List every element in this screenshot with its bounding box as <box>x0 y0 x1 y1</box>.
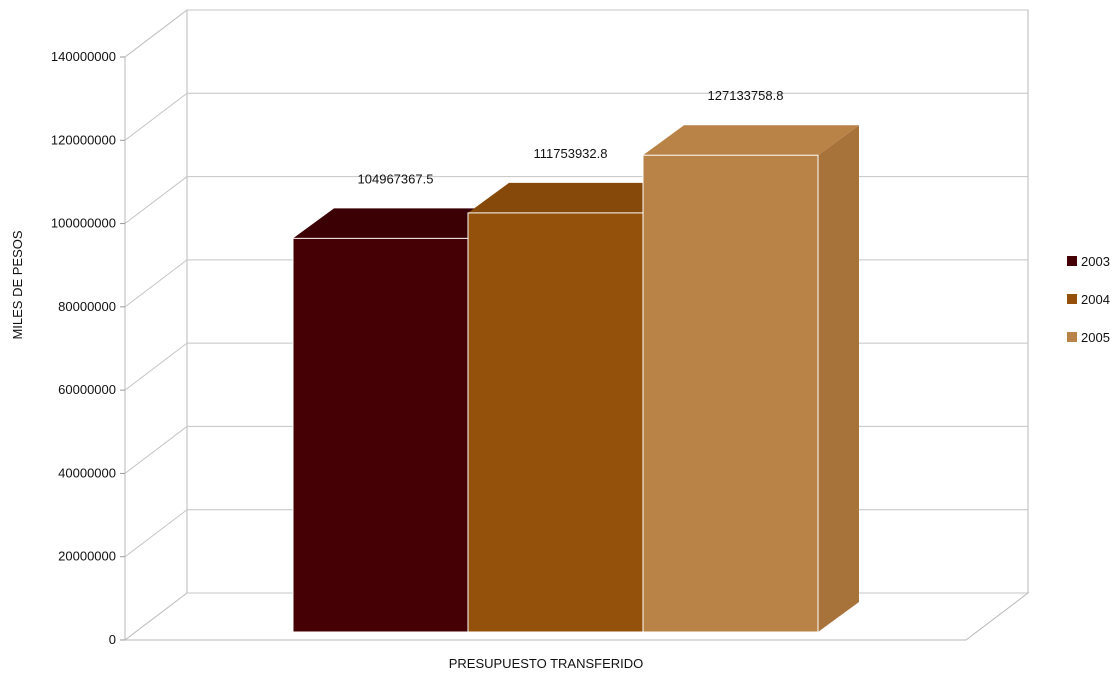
legend-label-2004: 2004 <box>1081 292 1110 307</box>
bar-front-2004 <box>467 212 644 633</box>
y-tick-label: 100000000 <box>51 216 116 231</box>
y-tick-label: 20000000 <box>58 549 116 564</box>
gridline-side <box>124 509 188 558</box>
data-label-2005: 127133758.8 <box>708 88 784 103</box>
y-axis-ticks: 0 20000000 40000000 60000000 80000000 1000000… <box>51 49 125 647</box>
gridline-side <box>124 9 188 58</box>
gridline-side <box>124 259 188 308</box>
data-labels: 104967367.5 111753932.8 127133758.8 <box>358 88 784 186</box>
y-tick-label: 0 <box>109 632 116 647</box>
data-label-2003: 104967367.5 <box>358 171 434 186</box>
data-label-2004: 111753932.8 <box>534 146 608 161</box>
bar-top-2005 <box>643 125 859 156</box>
y-tick-label: 140000000 <box>51 49 116 64</box>
gridline-side <box>124 176 188 224</box>
y-tick-label: 120000000 <box>51 132 116 147</box>
legend-swatch-2003 <box>1067 256 1077 266</box>
gridline-side <box>124 342 188 391</box>
bar-front-2003 <box>292 237 469 633</box>
bar-front-2005 <box>642 154 819 633</box>
legend: 2003 2004 2005 <box>1067 254 1110 345</box>
gridline-side <box>124 592 188 641</box>
x-axis-title: PRESUPUESTO TRANSFERIDO <box>449 656 644 671</box>
legend-swatch-2005 <box>1067 332 1077 342</box>
bar-top-2003 <box>293 208 509 239</box>
legend-label-2005: 2005 <box>1081 330 1110 345</box>
legend-label-2003: 2003 <box>1081 254 1110 269</box>
bar-top-2004 <box>468 182 684 213</box>
bars <box>292 125 859 633</box>
y-tick-label: 40000000 <box>58 465 116 480</box>
bar-side-2005 <box>818 125 859 632</box>
y-tick-label: 80000000 <box>58 299 116 314</box>
y-tick-label: 60000000 <box>58 382 116 397</box>
gridline-side <box>124 92 188 141</box>
y-axis-title: MILES DE PESOS <box>10 230 25 339</box>
bar-2005 <box>642 125 859 633</box>
legend-swatch-2004 <box>1067 294 1077 304</box>
gridline-side <box>124 426 188 474</box>
